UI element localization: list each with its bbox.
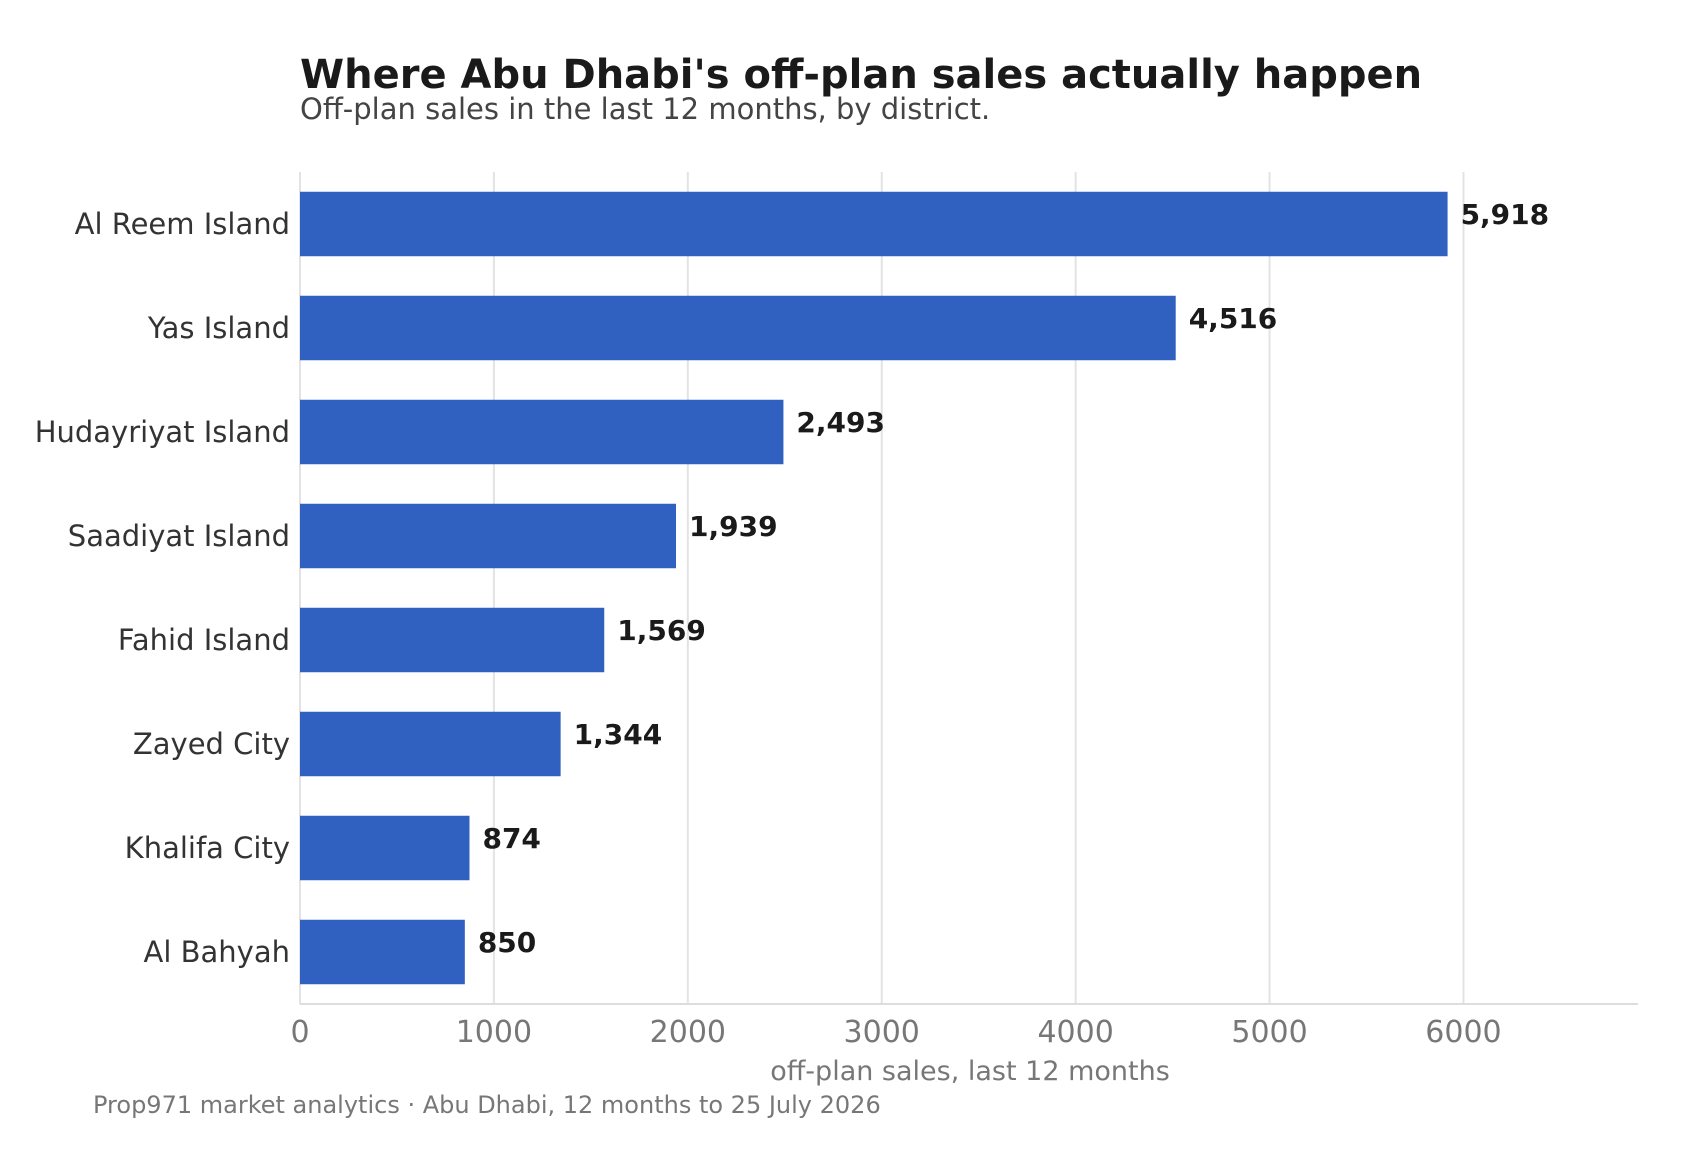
category-label: Hudayriyat Island <box>35 415 290 449</box>
bar <box>300 503 676 569</box>
value-label: 1,569 <box>617 614 706 647</box>
value-labels: 5,918 4,516 2,493 1,939 1,569 1,344 874 850 <box>478 198 1549 959</box>
chart-title: Where Abu Dhabi's off-plan sales actuall… <box>300 52 1422 98</box>
category-label: Zayed City <box>133 727 290 761</box>
x-tick-label: 1000 <box>456 1015 532 1050</box>
value-label: 5,918 <box>1461 198 1550 231</box>
category-labels: Al Reem Island Yas Island Hudayriyat Islan… <box>35 207 290 969</box>
x-tick-label: 2000 <box>650 1015 726 1050</box>
x-axis-title: off-plan sales, last 12 months <box>770 1056 1170 1087</box>
bar <box>300 815 470 881</box>
bars <box>300 191 1448 985</box>
x-tick-label: 5000 <box>1231 1015 1307 1050</box>
value-label: 4,516 <box>1189 302 1278 335</box>
bar <box>300 711 561 777</box>
bar <box>300 399 784 465</box>
category-label: Khalifa City <box>125 831 290 865</box>
x-axis-ticks: 0 1000 2000 3000 4000 5000 6000 <box>290 1015 1501 1050</box>
bar <box>300 191 1448 257</box>
category-label: Al Reem Island <box>75 207 290 241</box>
bar <box>300 919 465 985</box>
value-label: 850 <box>478 926 536 959</box>
x-tick-label: 0 <box>290 1015 309 1050</box>
value-label: 1,344 <box>574 718 663 751</box>
x-tick-label: 4000 <box>1037 1015 1113 1050</box>
bar <box>300 295 1176 361</box>
bar <box>300 607 605 673</box>
category-label: Fahid Island <box>118 623 290 657</box>
x-tick-label: 3000 <box>844 1015 920 1050</box>
chart-subtitle: Off-plan sales in the last 12 months, by… <box>300 92 990 126</box>
category-label: Saadiyat Island <box>68 519 290 553</box>
category-label: Al Bahyah <box>144 935 290 969</box>
category-label: Yas Island <box>147 311 290 345</box>
value-label: 1,939 <box>689 510 778 543</box>
value-label: 874 <box>482 822 540 855</box>
x-tick-label: 6000 <box>1425 1015 1501 1050</box>
source-note: Prop971 market analytics · Abu Dhabi, 12… <box>93 1091 881 1119</box>
value-label: 2,493 <box>796 406 885 439</box>
